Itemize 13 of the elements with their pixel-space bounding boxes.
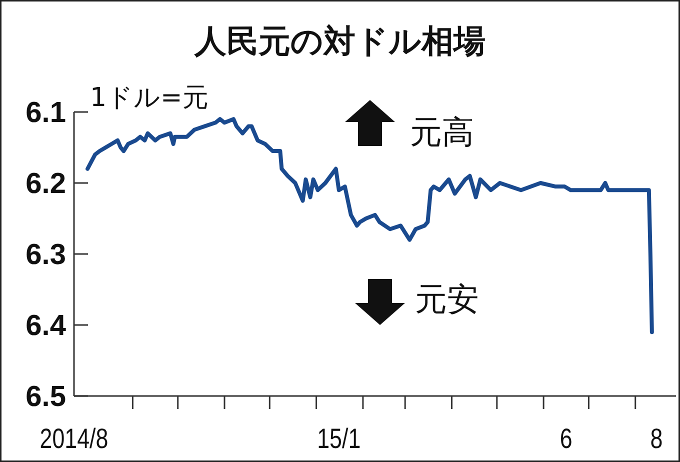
y-tick-label: 6.5 [26, 381, 66, 413]
chart-title: 人民元の対ドル相場 [194, 22, 486, 60]
y-tick-label: 6.1 [26, 97, 66, 129]
y-tick-label: 6.3 [26, 239, 66, 271]
x-tick-label: 2014/8 [40, 424, 108, 455]
y-axis-title: 1ドル=元 [90, 83, 208, 113]
annotation: 元高 [410, 113, 474, 151]
x-tick-label: 6 [560, 424, 572, 455]
x-tick-label: 15/1 [317, 424, 361, 455]
annotation: 元安 [415, 280, 479, 318]
y-tick-label: 6.2 [26, 168, 66, 200]
x-tick-label: 8 [650, 424, 663, 455]
y-tick-label: 6.4 [26, 310, 66, 342]
